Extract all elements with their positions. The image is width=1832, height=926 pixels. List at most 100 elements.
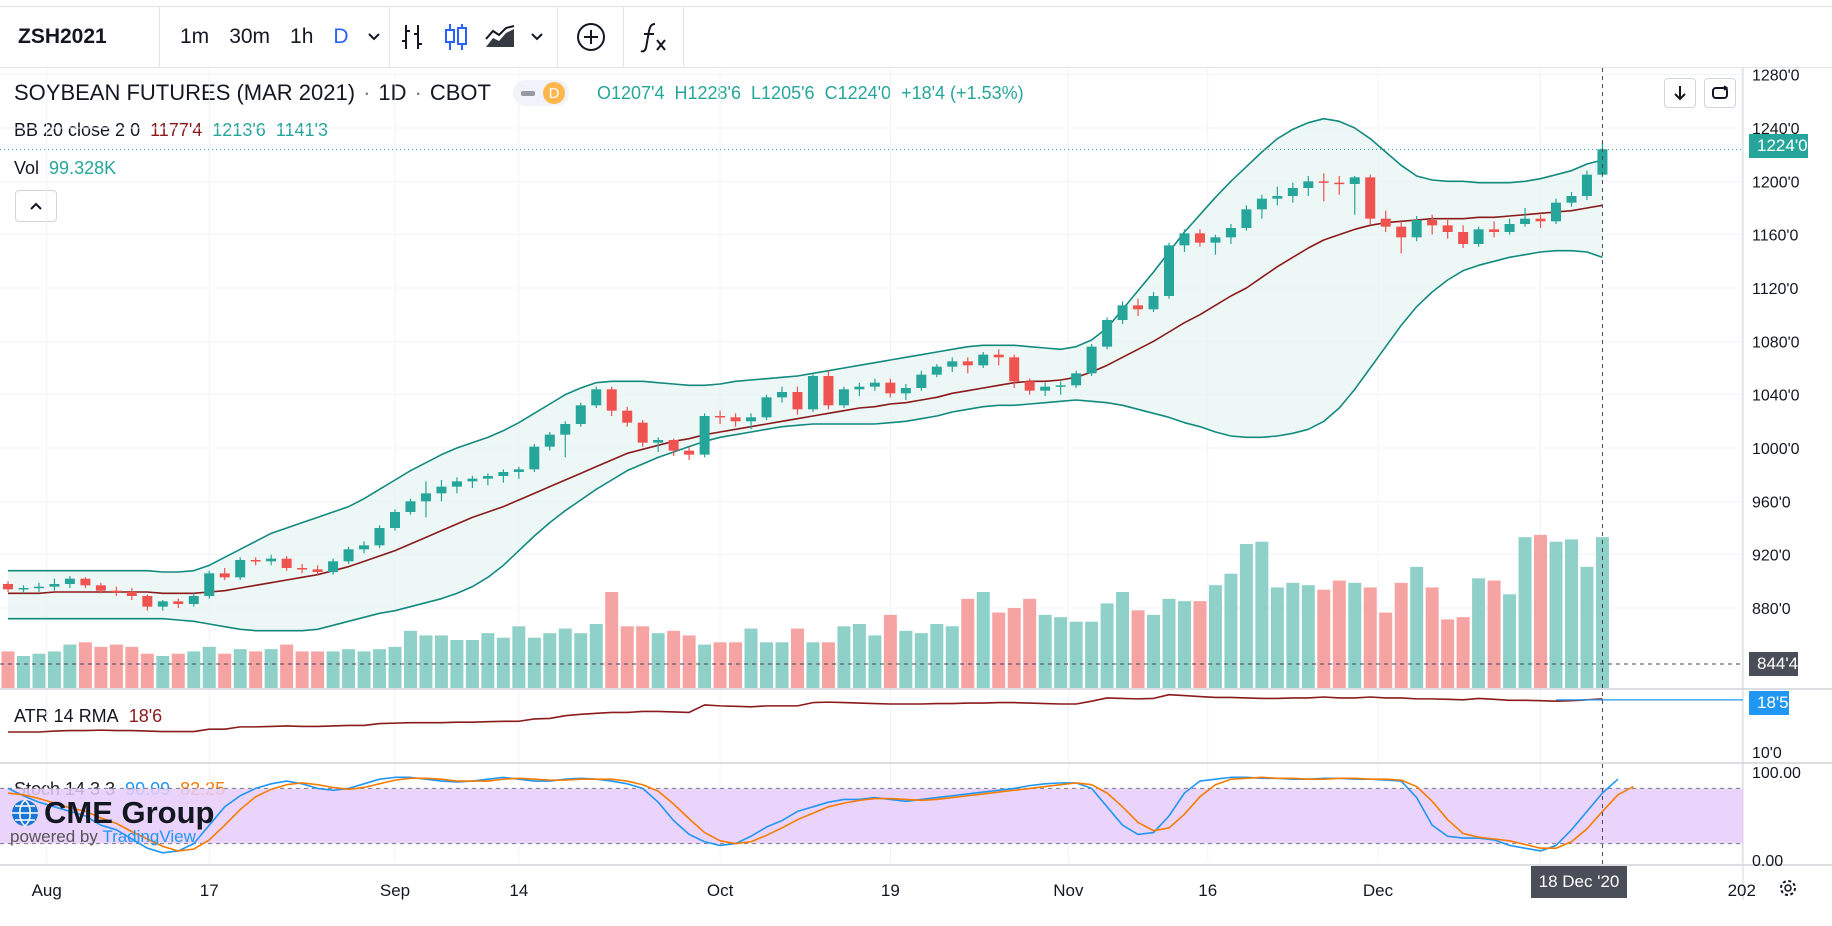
candle-body <box>95 585 106 591</box>
volume-bar <box>1054 617 1068 688</box>
close-label: C <box>824 82 838 103</box>
symbol-search-button[interactable]: ZSH2021 <box>0 7 160 67</box>
volume-bar <box>682 635 696 688</box>
candle-body <box>1009 357 1020 382</box>
volume-bar <box>1549 541 1563 688</box>
high-value: 1228'6 <box>687 82 742 103</box>
volume-bar <box>574 633 588 688</box>
volume-bar <box>1023 598 1037 688</box>
reset-chart-button[interactable] <box>1704 78 1736 108</box>
volume-bar <box>481 633 495 688</box>
volume-bar <box>1317 589 1331 688</box>
candle-body <box>420 493 431 502</box>
settings-gear-icon[interactable] <box>1780 880 1796 896</box>
crosshair-date-tag: 18 Dec '20 <box>1531 866 1627 898</box>
volume-bar <box>961 598 975 688</box>
volume-bar <box>976 592 990 688</box>
candle-body <box>1318 181 1329 183</box>
stoch-d-line <box>7 776 1634 852</box>
volume-bar <box>899 630 913 688</box>
price-tick-label: 960'0 <box>1752 494 1791 511</box>
volume-bar <box>589 624 603 688</box>
volume-bar <box>1116 592 1130 688</box>
volume-bar <box>233 649 247 688</box>
candle-body <box>1117 305 1128 320</box>
atr-legend[interactable]: ATR 14 RMA 18'6 <box>14 706 162 727</box>
powered-by-text: powered by <box>10 827 103 846</box>
candle-body <box>591 389 602 406</box>
time-tick-label: 202 <box>1728 881 1756 900</box>
volume-bar <box>1224 573 1238 688</box>
chart-style-dropdown-chevron-icon[interactable] <box>522 7 552 67</box>
volume-bar <box>1085 621 1099 688</box>
title-separator: · <box>363 80 371 105</box>
volume-bar <box>698 644 712 688</box>
candle-body <box>18 588 29 590</box>
interval-d-button[interactable]: D <box>333 25 349 48</box>
bb-upper-line <box>8 117 1603 573</box>
volume-bar <box>744 628 758 688</box>
atr-legend-label: ATR 14 RMA <box>14 706 119 726</box>
market-status-pill[interactable]: D <box>512 80 569 106</box>
volume-bar <box>930 624 944 688</box>
bar-chart-style-icon[interactable] <box>390 7 434 67</box>
volume-bar <box>187 651 201 688</box>
volume-bar <box>1410 566 1424 688</box>
area-chart-style-icon[interactable] <box>478 7 522 67</box>
volume-bar <box>125 646 139 688</box>
indicators-group <box>624 7 684 67</box>
compare-plus-icon[interactable] <box>569 7 613 67</box>
interval-30m-button[interactable]: 30m <box>229 25 271 48</box>
candle-body <box>467 478 478 482</box>
candle-body <box>405 501 416 512</box>
volume-bar <box>1301 585 1315 688</box>
candle-body <box>1365 177 1376 219</box>
open-label: O <box>596 82 611 103</box>
volume-bar <box>1 651 15 688</box>
volume-bar <box>1564 539 1578 688</box>
stoch-tick-label: 100.00 <box>1752 765 1801 782</box>
bb-basis-value: 1177'4 <box>150 120 203 140</box>
volume-bar <box>47 651 61 688</box>
volume-bar <box>1038 614 1052 688</box>
volume-bar <box>713 642 727 688</box>
tradingview-brand: TradingView <box>102 827 196 846</box>
candle-body <box>1458 232 1469 244</box>
time-tick-label: Dec <box>1363 881 1394 900</box>
candle-body <box>962 361 973 366</box>
stoch-tick-label: 0.00 <box>1752 853 1783 870</box>
price-chart[interactable]: 1280'0 1240'0 1200'0 1160'0 1120'0 1080'0 1040… <box>0 68 1832 918</box>
volume-bar <box>806 642 820 688</box>
candle-body <box>993 354 1004 358</box>
candle-body <box>219 573 230 578</box>
candle-body <box>777 392 787 398</box>
candle-body <box>359 545 370 550</box>
candle-body <box>916 374 927 388</box>
time-tick-label: Sep <box>380 881 410 900</box>
interval-1m-button[interactable]: 1m <box>180 25 210 48</box>
candle-body <box>1133 305 1144 310</box>
vol-legend[interactable]: Vol 99.328K <box>14 158 116 179</box>
candle-body <box>1535 218 1546 222</box>
volume-bar <box>1348 582 1362 688</box>
volume-bar <box>883 614 897 688</box>
bb-legend[interactable]: BB 20 close 2 0 1177'4 1213'6 1141'3 <box>14 120 328 141</box>
volume-bar <box>1177 601 1191 688</box>
candle-chart-style-icon[interactable] <box>434 7 478 67</box>
indicators-fx-icon[interactable] <box>632 7 676 67</box>
interval-dropdown-chevron-icon[interactable] <box>359 7 389 67</box>
candle-body <box>823 376 834 406</box>
price-tick-label: 1160'0 <box>1752 228 1798 245</box>
candle-body <box>173 601 184 604</box>
volume-bar <box>94 646 108 688</box>
candle-body <box>436 486 447 494</box>
price-tick-label: 1120'0 <box>1752 281 1798 298</box>
candle-body <box>838 389 849 406</box>
scroll-to-latest-button[interactable] <box>1664 78 1696 108</box>
atr-price-tag: 18'5 <box>1749 691 1789 715</box>
volume-bar <box>357 651 371 688</box>
interval-1h-button[interactable]: 1h <box>290 25 314 48</box>
volume-bar <box>821 642 835 688</box>
collapse-legend-button[interactable] <box>15 190 57 222</box>
candle-body <box>80 578 91 586</box>
